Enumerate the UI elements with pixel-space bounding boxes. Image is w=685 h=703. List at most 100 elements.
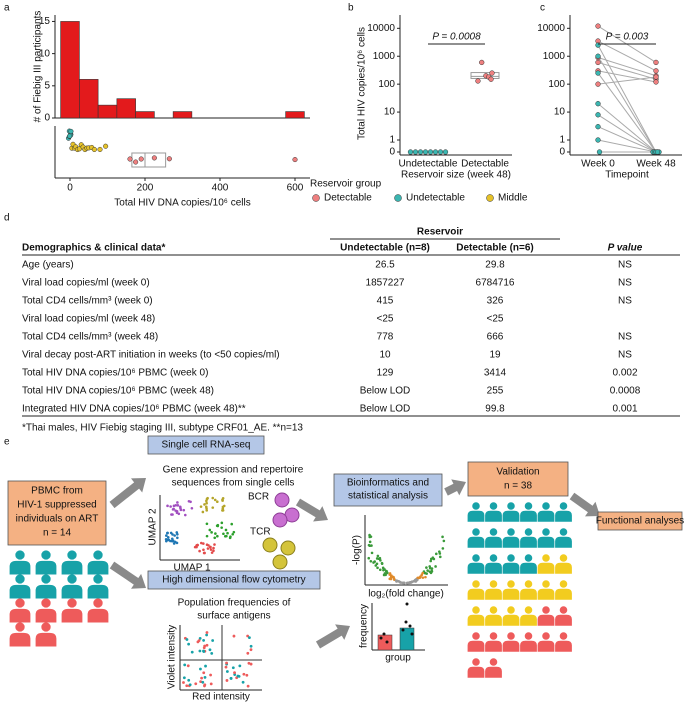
dot	[169, 505, 172, 508]
dot	[246, 651, 250, 655]
dot	[210, 531, 213, 534]
dot	[432, 557, 436, 561]
table-cell: NS	[618, 296, 632, 307]
dot	[171, 539, 175, 542]
person-icon-body	[555, 536, 572, 548]
dot	[187, 678, 191, 682]
point	[653, 68, 659, 74]
axis-label: Violet intensity	[167, 625, 178, 689]
dot	[199, 541, 203, 545]
dot	[211, 639, 215, 642]
dot	[229, 677, 233, 680]
person-icon-head	[93, 598, 103, 608]
y-tick-label: 1000	[373, 51, 396, 62]
dot	[394, 579, 398, 582]
dot	[190, 506, 194, 510]
dot	[209, 548, 213, 551]
dot	[378, 568, 382, 572]
table-footnote: *Thai males, HIV Fiebig staging III, sub…	[22, 423, 303, 434]
axis-label: group	[385, 653, 411, 664]
person-icon-body	[537, 614, 555, 626]
point	[166, 156, 172, 162]
legend-label: Middle	[498, 193, 528, 204]
x-axis-label: Timepoint	[605, 170, 649, 181]
dot	[379, 636, 383, 640]
dot	[187, 642, 191, 646]
person-icon-head	[489, 528, 498, 536]
point	[653, 79, 659, 85]
person-icon-body	[87, 584, 109, 599]
dot	[441, 547, 445, 550]
dot	[205, 509, 209, 512]
person-icon-body	[467, 614, 485, 626]
dot	[426, 569, 429, 572]
person-icon-body	[502, 640, 520, 652]
y-tick-label: 5	[44, 80, 50, 91]
person-icon-body	[485, 510, 502, 522]
table-cell: Viral load copies/ml (week 0)	[22, 278, 150, 289]
person-icon-body	[555, 614, 572, 626]
point	[595, 124, 601, 130]
dot	[183, 663, 187, 667]
legend-title: Reservoir group	[310, 179, 382, 190]
dot	[249, 648, 253, 652]
person-icon-body	[467, 562, 485, 574]
dot	[233, 671, 236, 675]
paired-line	[597, 72, 657, 153]
dot	[232, 530, 236, 534]
point	[595, 59, 601, 66]
dot	[187, 499, 191, 503]
y-tick-label: 0	[559, 147, 565, 158]
table-cell: 666	[487, 332, 504, 343]
dot	[175, 511, 179, 515]
box-title: High dimensional flow cytometry	[162, 575, 305, 586]
person-icon-head	[67, 598, 77, 608]
cell	[262, 537, 278, 553]
dot	[203, 503, 206, 506]
dot	[424, 575, 427, 579]
dot	[370, 551, 374, 555]
person-icon-head	[472, 528, 480, 536]
box-text: n = 38	[504, 481, 533, 492]
point	[595, 81, 601, 87]
dot	[404, 620, 408, 624]
dot	[434, 565, 437, 568]
paired-line	[597, 55, 657, 153]
dot	[216, 500, 219, 504]
dot	[205, 507, 208, 510]
dot	[417, 576, 421, 580]
table-group-header: Reservoir	[417, 227, 463, 238]
person-icon-body	[467, 666, 485, 678]
y-tick-label: 15	[39, 16, 51, 27]
dot	[442, 539, 446, 543]
dot	[164, 537, 168, 541]
x-tick-label: Detectable	[461, 159, 509, 170]
bar	[285, 111, 305, 119]
dot	[193, 545, 197, 549]
table-cell: 415	[377, 296, 394, 307]
person-icon-body	[485, 666, 502, 678]
dot	[222, 532, 225, 536]
dot	[368, 540, 372, 544]
person-icon-head	[489, 502, 498, 510]
paired-line	[597, 57, 657, 77]
dot	[211, 506, 215, 509]
dot	[171, 513, 174, 516]
person-icon-head	[524, 632, 533, 640]
point	[103, 143, 109, 149]
box	[147, 570, 321, 590]
dot	[198, 549, 201, 553]
dot	[183, 513, 187, 517]
dot	[210, 652, 214, 655]
person-icon-head	[559, 632, 568, 640]
dot	[173, 534, 176, 537]
y-tick-label: 1000	[543, 51, 566, 62]
dot	[408, 624, 412, 628]
person-icon-head	[472, 554, 480, 562]
person-icon-body	[537, 640, 555, 652]
dot	[210, 551, 214, 554]
dot	[208, 528, 212, 532]
table-cell: Age (years)	[22, 260, 74, 271]
person-icon-head	[542, 554, 550, 562]
dot	[205, 501, 208, 505]
